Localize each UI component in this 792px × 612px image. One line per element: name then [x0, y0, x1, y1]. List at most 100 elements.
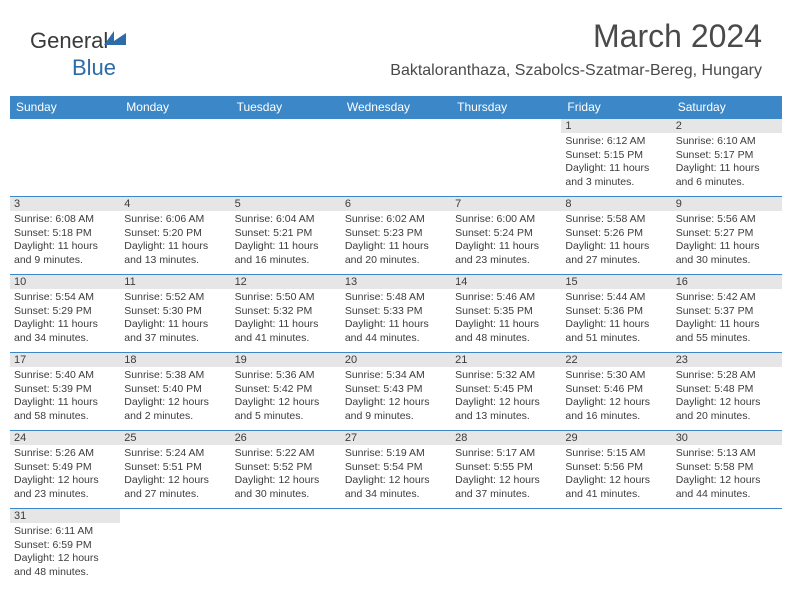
cell-line: Sunrise: 5:38 AM [124, 369, 226, 383]
day-number: 10 [10, 275, 120, 289]
cell-line: Daylight: 12 hours and 20 minutes. [676, 396, 778, 423]
day-number: 20 [341, 353, 451, 367]
calendar-row: 24Sunrise: 5:26 AMSunset: 5:49 PMDayligh… [10, 431, 782, 509]
cell-line: Sunrise: 5:52 AM [124, 291, 226, 305]
cell-body: Sunrise: 6:10 AMSunset: 5:17 PMDaylight:… [672, 133, 782, 192]
cell-line: Sunrise: 6:02 AM [345, 213, 447, 227]
cell-line: Sunset: 5:29 PM [14, 305, 116, 319]
calendar-cell: 19Sunrise: 5:36 AMSunset: 5:42 PMDayligh… [231, 353, 341, 431]
day-number: 18 [120, 353, 230, 367]
cell-body: Sunrise: 5:40 AMSunset: 5:39 PMDaylight:… [10, 367, 120, 426]
cell-line: Sunrise: 5:58 AM [565, 213, 667, 227]
cell-line: Sunrise: 5:17 AM [455, 447, 557, 461]
cell-line: Sunset: 5:17 PM [676, 149, 778, 163]
cell-line: Sunrise: 5:30 AM [565, 369, 667, 383]
cell-line: Sunset: 5:55 PM [455, 461, 557, 475]
calendar-cell: 7Sunrise: 6:00 AMSunset: 5:24 PMDaylight… [451, 197, 561, 275]
day-number: 31 [10, 509, 120, 523]
cell-line: Sunset: 5:32 PM [235, 305, 337, 319]
calendar-cell: 28Sunrise: 5:17 AMSunset: 5:55 PMDayligh… [451, 431, 561, 509]
location-text: Baktaloranthaza, Szabolcs-Szatmar-Bereg,… [390, 62, 762, 80]
cell-body: Sunrise: 5:36 AMSunset: 5:42 PMDaylight:… [231, 367, 341, 426]
day-number: 11 [120, 275, 230, 289]
cell-line: Sunrise: 5:40 AM [14, 369, 116, 383]
cell-body: Sunrise: 5:15 AMSunset: 5:56 PMDaylight:… [561, 445, 671, 504]
day-number: 14 [451, 275, 561, 289]
cell-line: Sunrise: 5:13 AM [676, 447, 778, 461]
day-number: 16 [672, 275, 782, 289]
calendar-table: Sunday Monday Tuesday Wednesday Thursday… [10, 96, 782, 587]
day-number: 8 [561, 197, 671, 211]
cell-line: Sunrise: 5:28 AM [676, 369, 778, 383]
cell-line: Sunset: 5:27 PM [676, 227, 778, 241]
cell-line: Sunrise: 5:34 AM [345, 369, 447, 383]
cell-line: Sunset: 5:58 PM [676, 461, 778, 475]
cell-body: Sunrise: 5:50 AMSunset: 5:32 PMDaylight:… [231, 289, 341, 348]
calendar-cell: 8Sunrise: 5:58 AMSunset: 5:26 PMDaylight… [561, 197, 671, 275]
cell-line: Daylight: 12 hours and 13 minutes. [455, 396, 557, 423]
cell-line: Daylight: 12 hours and 34 minutes. [345, 474, 447, 501]
cell-body: Sunrise: 5:26 AMSunset: 5:49 PMDaylight:… [10, 445, 120, 504]
cell-body [672, 509, 782, 513]
calendar-cell: 10Sunrise: 5:54 AMSunset: 5:29 PMDayligh… [10, 275, 120, 353]
calendar-cell: 22Sunrise: 5:30 AMSunset: 5:46 PMDayligh… [561, 353, 671, 431]
cell-line: Sunset: 5:21 PM [235, 227, 337, 241]
day-number: 24 [10, 431, 120, 445]
cell-body: Sunrise: 5:52 AMSunset: 5:30 PMDaylight:… [120, 289, 230, 348]
day-number: 3 [10, 197, 120, 211]
calendar-cell: 17Sunrise: 5:40 AMSunset: 5:39 PMDayligh… [10, 353, 120, 431]
cell-line: Sunrise: 5:42 AM [676, 291, 778, 305]
cell-line: Sunrise: 5:32 AM [455, 369, 557, 383]
calendar-cell [451, 509, 561, 587]
page-title: March 2024 [593, 18, 762, 55]
cell-body [231, 119, 341, 123]
cell-line: Daylight: 11 hours and 3 minutes. [565, 162, 667, 189]
cell-body: Sunrise: 5:22 AMSunset: 5:52 PMDaylight:… [231, 445, 341, 504]
calendar-cell: 13Sunrise: 5:48 AMSunset: 5:33 PMDayligh… [341, 275, 451, 353]
cell-body: Sunrise: 6:12 AMSunset: 5:15 PMDaylight:… [561, 133, 671, 192]
day-header: Thursday [451, 96, 561, 119]
cell-line: Daylight: 11 hours and 44 minutes. [345, 318, 447, 345]
cell-line: Sunset: 5:26 PM [565, 227, 667, 241]
cell-line: Daylight: 11 hours and 37 minutes. [124, 318, 226, 345]
cell-line: Sunset: 5:18 PM [14, 227, 116, 241]
day-number: 12 [231, 275, 341, 289]
calendar-cell: 16Sunrise: 5:42 AMSunset: 5:37 PMDayligh… [672, 275, 782, 353]
calendar-cell [10, 119, 120, 197]
calendar-cell [120, 119, 230, 197]
cell-line: Daylight: 11 hours and 23 minutes. [455, 240, 557, 267]
calendar-cell: 27Sunrise: 5:19 AMSunset: 5:54 PMDayligh… [341, 431, 451, 509]
cell-line: Daylight: 11 hours and 34 minutes. [14, 318, 116, 345]
cell-body [451, 119, 561, 123]
cell-body: Sunrise: 6:06 AMSunset: 5:20 PMDaylight:… [120, 211, 230, 270]
calendar-cell: 31Sunrise: 6:11 AMSunset: 6:59 PMDayligh… [10, 509, 120, 587]
calendar-cell: 3Sunrise: 6:08 AMSunset: 5:18 PMDaylight… [10, 197, 120, 275]
cell-line: Sunset: 5:35 PM [455, 305, 557, 319]
cell-body: Sunrise: 5:44 AMSunset: 5:36 PMDaylight:… [561, 289, 671, 348]
cell-line: Sunset: 5:24 PM [455, 227, 557, 241]
cell-line: Sunrise: 5:48 AM [345, 291, 447, 305]
cell-line: Daylight: 11 hours and 41 minutes. [235, 318, 337, 345]
cell-line: Daylight: 11 hours and 9 minutes. [14, 240, 116, 267]
cell-body: Sunrise: 5:48 AMSunset: 5:33 PMDaylight:… [341, 289, 451, 348]
cell-body: Sunrise: 5:54 AMSunset: 5:29 PMDaylight:… [10, 289, 120, 348]
calendar-cell [561, 509, 671, 587]
cell-line: Sunset: 5:20 PM [124, 227, 226, 241]
calendar-cell: 1Sunrise: 6:12 AMSunset: 5:15 PMDaylight… [561, 119, 671, 197]
cell-line: Sunset: 5:36 PM [565, 305, 667, 319]
cell-line: Sunrise: 5:24 AM [124, 447, 226, 461]
day-header: Sunday [10, 96, 120, 119]
cell-line: Daylight: 12 hours and 48 minutes. [14, 552, 116, 579]
cell-line: Sunrise: 6:06 AM [124, 213, 226, 227]
calendar-cell [672, 509, 782, 587]
calendar-cell: 21Sunrise: 5:32 AMSunset: 5:45 PMDayligh… [451, 353, 561, 431]
cell-body: Sunrise: 5:34 AMSunset: 5:43 PMDaylight:… [341, 367, 451, 426]
day-number: 6 [341, 197, 451, 211]
cell-line: Daylight: 12 hours and 5 minutes. [235, 396, 337, 423]
cell-line: Daylight: 12 hours and 30 minutes. [235, 474, 337, 501]
cell-body: Sunrise: 5:32 AMSunset: 5:45 PMDaylight:… [451, 367, 561, 426]
cell-body: Sunrise: 5:38 AMSunset: 5:40 PMDaylight:… [120, 367, 230, 426]
day-number: 9 [672, 197, 782, 211]
day-number: 4 [120, 197, 230, 211]
calendar-cell: 26Sunrise: 5:22 AMSunset: 5:52 PMDayligh… [231, 431, 341, 509]
